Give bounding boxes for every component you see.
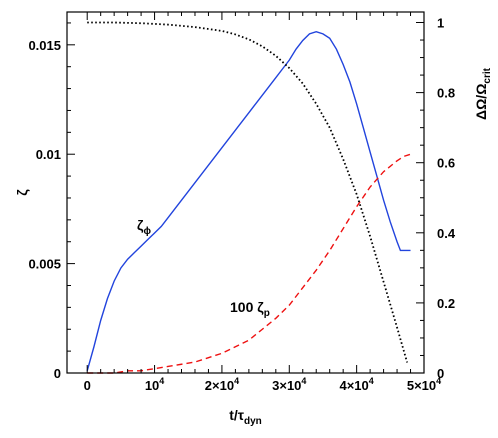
x-tick-label-exponent: 4 [436, 376, 441, 386]
curve-annotation-main: 100 ζ [230, 299, 264, 315]
y-left-tick-label: 0.015 [28, 38, 61, 53]
y-right-tick-label: 0.2 [437, 296, 455, 311]
y-left-tick-label: 0.005 [28, 257, 61, 272]
y-right-axis-label-sub: crit [482, 67, 493, 83]
x-axis-label-sub: dyn [244, 416, 262, 427]
x-tick-label-base: 0 [84, 378, 91, 393]
x-tick-label: 0 [84, 378, 91, 393]
x-axis-label-main: t/τ [229, 407, 245, 423]
x-tick-label: 104 [145, 376, 164, 393]
x-axis-label: t/τdyn [229, 407, 262, 427]
y-right-axis-label: ΔΩ/Ωcrit [473, 67, 493, 120]
y-right-tick-label: 0.8 [437, 86, 455, 101]
x-tick-label: 5×104 [407, 376, 441, 393]
curve-annotation: ζϕ [137, 217, 151, 237]
x-tick-label-base: 10 [145, 378, 159, 393]
x-tick-label-exponent: 4 [369, 376, 374, 386]
x-tick-label: 4×104 [339, 376, 373, 393]
y-right-tick-label: 0.6 [437, 156, 455, 171]
series-line-zeta-phi [86, 30, 411, 371]
y-left-axis-label: ζ [14, 189, 30, 196]
x-tick-label-exponent: 4 [234, 376, 239, 386]
x-tick-label-exponent: 4 [301, 376, 306, 386]
ticks-group [67, 12, 425, 374]
curve-annotation-sub: ϕ [143, 226, 151, 237]
x-tick-label: 2×104 [205, 376, 239, 393]
y-right-tick-label: 1 [437, 16, 444, 31]
plot-frame [66, 11, 425, 374]
curves-group [86, 21, 411, 374]
x-tick-label: 3×104 [272, 376, 306, 393]
y-left-tick-label: 0 [54, 366, 61, 381]
series-line-delta-omega [87, 21, 409, 363]
x-tick-label-base: 4×10 [339, 378, 368, 393]
y-right-tick-label: 0.4 [437, 226, 456, 241]
x-tick-label-base: 3×10 [272, 378, 301, 393]
series-line-zeta-p-x100 [87, 153, 411, 374]
y-left-tick-label: 0.01 [36, 147, 61, 162]
x-tick-label-base: 2×10 [205, 378, 234, 393]
labels-group: 0 104 2×104 3×104 4×104 5×10400.0050.010.0150… [14, 16, 493, 427]
curve-annotation-main: ζ [137, 217, 144, 233]
curve-annotation-sub: p [264, 308, 270, 319]
x-tick-label-exponent: 4 [159, 376, 164, 386]
y-right-tick-label: 0 [437, 366, 444, 381]
curve-annotation: 100 ζp [230, 299, 270, 319]
y-right-axis-label-main: ΔΩ/Ω [473, 84, 489, 120]
x-tick-label-base: 5×10 [407, 378, 436, 393]
